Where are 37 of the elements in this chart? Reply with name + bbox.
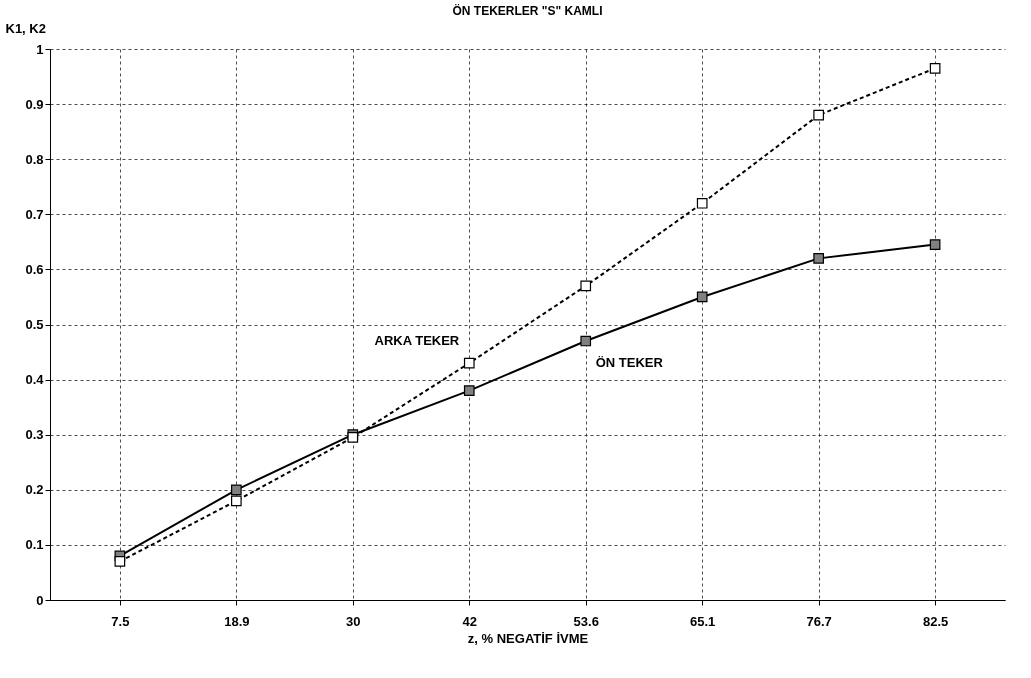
point	[580, 335, 592, 347]
point	[231, 495, 242, 507]
point	[696, 197, 708, 209]
x-tick-label: 53.6	[573, 613, 599, 629]
point	[463, 385, 475, 396]
y-tick-label: 0.7	[25, 206, 44, 222]
y-tick-label: 0.4	[25, 372, 45, 388]
point	[929, 239, 941, 250]
y-tick-label: 0.5	[25, 317, 44, 332]
point	[696, 291, 708, 303]
point	[813, 253, 824, 264]
x-tick-label: 65.1	[690, 613, 716, 629]
point	[114, 556, 126, 567]
x-tick-label: 7.5	[111, 613, 130, 629]
chart-title: ÖN TEKERLER "S" KAMLI	[452, 3, 603, 18]
x-tick-label: 18.9	[224, 613, 250, 629]
x-axis-title: z, % NEGATİF İVME	[467, 630, 589, 646]
x-tick-label: 82.5	[922, 613, 949, 629]
y-tick-label: 0.3	[25, 427, 44, 443]
series-label: ARKA TEKER	[374, 333, 460, 349]
x-tick-label: 30	[346, 613, 361, 629]
x-tick-label: 42	[462, 613, 477, 629]
y-tick-label: 0	[36, 592, 44, 608]
point	[463, 357, 475, 369]
y-tick-label: 0.8	[25, 151, 44, 167]
y-tick-label: 1	[36, 41, 44, 57]
point	[929, 62, 941, 74]
y-tick-label: 0.2	[25, 482, 44, 498]
y-tick-label: 0.1	[25, 537, 44, 553]
y-axis-title: K1, K2	[5, 20, 46, 36]
point	[580, 280, 592, 292]
y-tick-label: 0.6	[25, 261, 44, 277]
series-label: ÖN TEKER	[595, 355, 664, 371]
point	[813, 109, 824, 121]
point	[231, 484, 242, 496]
y-tick-label: 0.9	[25, 96, 44, 112]
x-tick-label: 76.7	[806, 613, 832, 629]
